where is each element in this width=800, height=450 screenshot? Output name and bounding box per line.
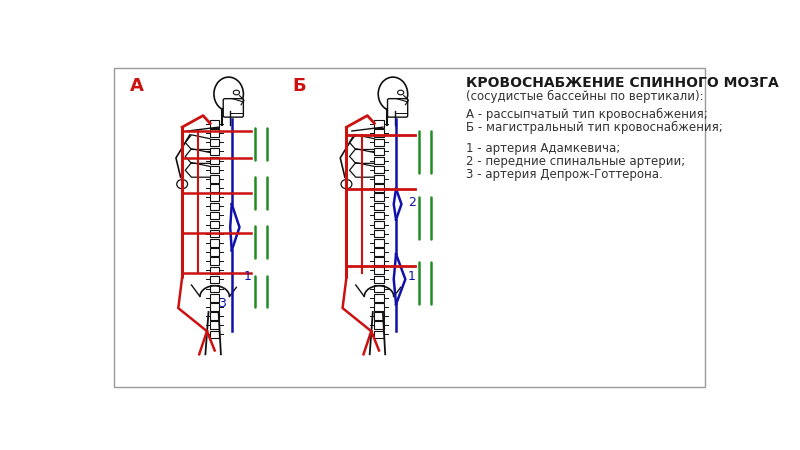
Bar [210,331,219,338]
Ellipse shape [398,90,404,95]
Bar [210,285,219,293]
Bar [210,175,219,183]
Bar [374,166,384,174]
Bar [210,294,219,302]
Bar [210,148,219,155]
Bar [374,184,384,192]
Ellipse shape [214,77,243,111]
Text: А - рассыпчатый тип кровоснабжения;: А - рассыпчатый тип кровоснабжения; [466,108,707,121]
Text: Б: Б [292,77,306,95]
Ellipse shape [378,77,408,111]
Bar [374,212,384,219]
Bar [210,230,219,238]
Ellipse shape [177,180,187,189]
Text: 1: 1 [408,270,415,283]
Bar [210,130,219,137]
Bar [374,130,384,137]
Bar [210,257,219,265]
Text: 3 - артерия Депрож-Готтерона.: 3 - артерия Депрож-Готтерона. [466,168,662,181]
Bar [210,321,219,329]
Bar [374,285,384,293]
Ellipse shape [341,180,352,189]
Bar [374,266,384,274]
Bar [374,312,384,320]
Bar [374,331,384,338]
Bar [210,184,219,192]
Bar [374,257,384,265]
Text: 1 - артерия Адамкевича;: 1 - артерия Адамкевича; [466,142,620,155]
Bar [374,239,384,247]
Text: 1: 1 [243,270,251,283]
Bar [374,157,384,164]
Bar [210,194,219,201]
Text: А: А [130,77,143,95]
Bar [374,202,384,210]
Text: 2 - передние спинальные артерии;: 2 - передние спинальные артерии; [466,155,685,168]
Bar [210,166,219,174]
Bar [210,139,219,146]
Bar [210,248,219,256]
Bar [374,194,384,201]
Bar [374,221,384,228]
Bar [210,239,219,247]
Bar [210,202,219,210]
Text: КРОВОСНАБЖЕНИЕ СПИННОГО МОЗГА: КРОВОСНАБЖЕНИЕ СПИННОГО МОЗГА [466,76,778,90]
Bar [374,120,384,128]
Bar [374,139,384,146]
Bar [210,212,219,219]
Bar [374,230,384,238]
Bar [374,148,384,155]
Text: Б - магистральный тип кровоснабжения;: Б - магистральный тип кровоснабжения; [466,121,722,134]
FancyBboxPatch shape [223,99,243,117]
Bar [210,312,219,320]
Bar [374,248,384,256]
Ellipse shape [234,90,239,95]
Bar [210,303,219,310]
Bar [374,321,384,329]
FancyBboxPatch shape [387,99,408,117]
Text: (сосудистые бассейны по вертикали):: (сосудистые бассейны по вертикали): [466,90,703,103]
Text: 3: 3 [218,297,226,310]
Bar [374,276,384,283]
Bar [210,221,219,228]
Bar [210,276,219,283]
Text: 2: 2 [408,197,415,209]
Bar [210,266,219,274]
Bar [210,120,219,128]
Bar [374,303,384,310]
FancyBboxPatch shape [114,68,705,387]
Bar [374,294,384,302]
Bar [210,157,219,164]
Bar [374,175,384,183]
